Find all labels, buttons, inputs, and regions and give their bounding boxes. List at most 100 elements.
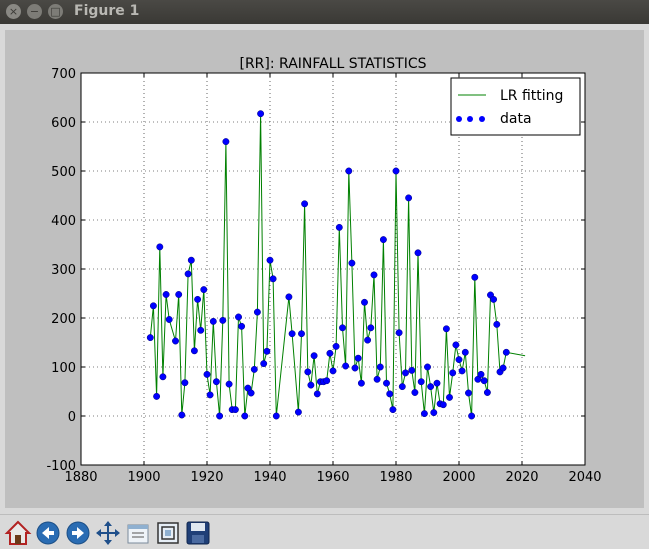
data-point [200, 286, 208, 294]
data-point [361, 298, 368, 306]
legend-dot-2 [467, 116, 473, 122]
data-point [244, 384, 252, 392]
legend-dot-3 [479, 116, 485, 122]
forward-button[interactable] [64, 519, 92, 547]
data-point [452, 341, 460, 349]
data-point [156, 243, 164, 251]
data-point [502, 348, 510, 356]
data-point [351, 364, 359, 372]
data-point [260, 360, 268, 368]
data-point [288, 330, 296, 338]
data-point [172, 337, 179, 345]
data-point [323, 377, 331, 385]
data-point [298, 330, 305, 338]
x-tick-label: 1980 [379, 470, 412, 485]
data-point [373, 375, 381, 383]
data-point [149, 302, 157, 310]
data-point [342, 362, 350, 370]
data-point [263, 347, 271, 355]
home-icon [4, 520, 32, 545]
data-point [326, 349, 334, 357]
data-point [439, 401, 447, 409]
legend-label-data: data [500, 111, 532, 127]
data-point [357, 379, 365, 387]
zoom-rect-icon [157, 522, 179, 544]
data-point [301, 200, 309, 208]
data-point [313, 390, 321, 398]
data-point [304, 368, 312, 376]
legend-label-lr-fitting: LR fitting [500, 88, 563, 104]
data-point [178, 411, 186, 419]
data-point [364, 336, 372, 344]
x-tick-label: 2020 [505, 470, 538, 485]
back-button[interactable] [34, 519, 62, 547]
window-close-button[interactable]: × [6, 4, 21, 19]
x-tick-label: 1900 [127, 470, 160, 485]
data-point [238, 322, 246, 330]
data-point [417, 378, 425, 386]
data-point [455, 356, 463, 364]
y-tick-label: 0 [68, 410, 76, 425]
data-point [162, 291, 170, 298]
figure-canvas[interactable]: 1880 1900 1920 1940 1960 1980 2000 2020 2040 -100… [5, 30, 644, 508]
data-point [285, 293, 293, 301]
data-point [465, 389, 472, 397]
y-tick-label: 400 [51, 214, 76, 229]
axis-ticks: 1880 1900 1920 1940 1960 1980 2000 2020 2040-100… [46, 67, 601, 485]
data-point [231, 406, 239, 414]
data-point [411, 389, 419, 396]
data-point [247, 389, 255, 397]
data-point [376, 363, 384, 371]
data-point [458, 367, 466, 375]
chart-title: [RR]: RAINFALL STATISTICS [239, 56, 426, 72]
y-tick-label: 300 [51, 263, 76, 278]
legend: LR fitting data [450, 77, 581, 136]
data-point [222, 138, 230, 146]
data-point [345, 167, 353, 175]
data-point [408, 366, 416, 374]
data-point [190, 347, 198, 355]
data-point [219, 316, 227, 324]
data-point [250, 365, 258, 373]
data-point [294, 408, 302, 416]
data-point [493, 320, 501, 328]
data-point [272, 412, 280, 420]
data-point [253, 308, 261, 316]
data-point [395, 329, 403, 337]
data-point [427, 383, 435, 391]
y-tick-label: -100 [46, 459, 76, 474]
data-point [216, 412, 224, 420]
data-point [307, 381, 315, 389]
data-point [146, 334, 154, 342]
legend-dot-1 [456, 116, 462, 122]
data-point [446, 393, 453, 401]
window-maximize-button[interactable]: □ [48, 4, 63, 19]
configure-subplots-button[interactable] [124, 519, 152, 547]
data-point [383, 379, 390, 387]
data-point [449, 369, 457, 377]
window-minimize-button[interactable]: − [27, 4, 42, 19]
zoom-rect-button[interactable] [154, 519, 182, 547]
forward-arrow-icon [66, 521, 90, 545]
save-button[interactable] [184, 519, 212, 547]
pan-button[interactable] [94, 519, 122, 547]
window-title: Figure 1 [74, 3, 140, 19]
rainfall-chart: 1880 1900 1920 1940 1960 1980 2000 2020 2040-100… [46, 56, 601, 485]
data-point [354, 354, 362, 362]
back-arrow-icon [36, 521, 60, 545]
data-point [480, 377, 488, 385]
data-point [339, 324, 346, 332]
pan-icon [96, 521, 120, 545]
data-point [266, 256, 274, 264]
series-lines [149, 113, 526, 417]
x-tick-label: 1880 [64, 470, 97, 485]
series-line-lr-fitting [149, 113, 526, 417]
home-button[interactable] [4, 519, 32, 547]
data-point [206, 391, 214, 399]
data-point [405, 194, 413, 202]
data-point [499, 364, 507, 372]
data-point [389, 406, 397, 414]
data-point [471, 273, 479, 281]
data-point [153, 392, 161, 400]
data-point [430, 409, 438, 417]
